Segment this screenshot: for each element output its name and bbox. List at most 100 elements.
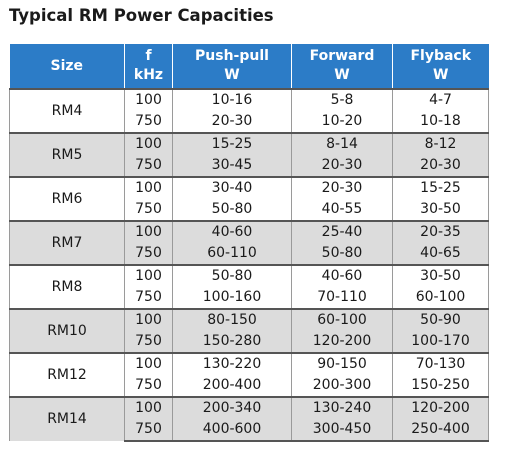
table-row: 750 20-30 10-20 10-18 xyxy=(10,111,489,133)
pushpull-cell: 15-25 xyxy=(172,132,292,155)
header-size: Size xyxy=(9,44,125,89)
frequency-cell: 750 xyxy=(124,287,173,309)
frequency-cell: 750 xyxy=(124,331,173,353)
header-frequency-label: f xyxy=(145,48,152,64)
flyback-cell: 150-250 xyxy=(392,375,489,397)
pushpull-cell: 130-220 xyxy=(172,352,292,375)
header-forward-unit: W xyxy=(334,67,350,83)
header-forward-label: Forward xyxy=(309,48,375,64)
flyback-cell: 250-400 xyxy=(392,419,489,442)
forward-cell: 90-150 xyxy=(291,352,393,375)
flyback-cell: 30-50 xyxy=(392,264,489,287)
pushpull-cell: 30-45 xyxy=(172,155,292,177)
pushpull-cell: 400-600 xyxy=(172,419,292,442)
table-row: 750 50-80 40-55 30-50 xyxy=(10,199,489,221)
table-row: RM4 100 10-16 5-8 4-7 xyxy=(9,88,489,133)
flyback-cell: 4-7 xyxy=(392,88,489,111)
frequency-cell: 100 xyxy=(124,264,173,287)
forward-cell: 120-200 xyxy=(291,331,393,353)
header-flyback-unit: W xyxy=(433,67,449,83)
pushpull-cell: 80-150 xyxy=(172,308,292,331)
flyback-cell: 10-18 xyxy=(392,111,489,133)
table-row: RM10 100 80-150 60-100 50-90 xyxy=(9,308,489,353)
size-cell: RM10 xyxy=(9,308,125,353)
table-row: 750 30-45 20-30 20-30 xyxy=(10,155,489,177)
forward-cell: 20-30 xyxy=(291,155,393,177)
forward-cell: 5-8 xyxy=(291,88,393,111)
pushpull-cell: 20-30 xyxy=(172,111,292,133)
frequency-cell: 750 xyxy=(124,199,173,221)
flyback-cell: 50-90 xyxy=(392,308,489,331)
size-cell: RM12 xyxy=(9,352,125,397)
pushpull-cell: 10-16 xyxy=(172,88,292,111)
forward-cell: 130-240 xyxy=(291,396,393,419)
size-cell: RM14 xyxy=(9,396,125,441)
flyback-cell: 60-100 xyxy=(392,287,489,309)
forward-cell: 300-450 xyxy=(291,419,393,442)
flyback-cell: 100-170 xyxy=(392,331,489,353)
power-capacity-table-container: Size f kHz Push-pull W Forward W Flyback… xyxy=(9,44,489,442)
header-frequency: f kHz xyxy=(124,44,173,89)
header-size-label: Size xyxy=(50,57,84,74)
table-header: Size f kHz Push-pull W Forward W Flyback… xyxy=(9,44,489,89)
header-pushpull: Push-pull W xyxy=(172,44,292,89)
size-cell: RM6 xyxy=(9,176,125,221)
pushpull-cell: 30-40 xyxy=(172,176,292,199)
table-row: 750 60-110 50-80 40-65 xyxy=(10,243,489,265)
pushpull-cell: 200-400 xyxy=(172,375,292,397)
frequency-cell: 100 xyxy=(124,132,173,155)
forward-cell: 40-55 xyxy=(291,199,393,221)
pushpull-cell: 200-340 xyxy=(172,396,292,419)
flyback-cell: 120-200 xyxy=(392,396,489,419)
pushpull-cell: 100-160 xyxy=(172,287,292,309)
size-cell: RM4 xyxy=(9,88,125,133)
table-row: RM7 100 40-60 25-40 20-35 xyxy=(9,220,489,265)
forward-cell: 200-300 xyxy=(291,375,393,397)
frequency-cell: 750 xyxy=(124,155,173,177)
frequency-cell: 100 xyxy=(124,176,173,199)
header-flyback-label: Flyback xyxy=(410,48,472,64)
pushpull-cell: 40-60 xyxy=(172,220,292,243)
frequency-cell: 750 xyxy=(124,375,173,397)
forward-cell: 10-20 xyxy=(291,111,393,133)
power-capacity-table: Size f kHz Push-pull W Forward W Flyback… xyxy=(9,44,489,442)
pushpull-cell: 50-80 xyxy=(172,199,292,221)
forward-cell: 20-30 xyxy=(291,176,393,199)
forward-cell: 60-100 xyxy=(291,308,393,331)
forward-cell: 50-80 xyxy=(291,243,393,265)
table-row: RM12 100 130-220 90-150 70-130 xyxy=(9,352,489,397)
size-cell: RM5 xyxy=(9,132,125,177)
size-cell: RM7 xyxy=(9,220,125,265)
flyback-cell: 15-25 xyxy=(392,176,489,199)
header-row: Size f kHz Push-pull W Forward W Flyback… xyxy=(9,44,489,89)
frequency-cell: 750 xyxy=(124,419,173,442)
flyback-cell: 20-30 xyxy=(392,155,489,177)
table-row: RM8 100 50-80 40-60 30-50 xyxy=(9,264,489,309)
header-pushpull-label: Push-pull xyxy=(195,48,269,64)
frequency-cell: 100 xyxy=(124,88,173,111)
table-body: RM4 100 10-16 5-8 4-7 750 20-30 10-20 10… xyxy=(9,88,489,442)
flyback-cell: 8-12 xyxy=(392,132,489,155)
forward-cell: 8-14 xyxy=(291,132,393,155)
flyback-cell: 30-50 xyxy=(392,199,489,221)
pushpull-cell: 50-80 xyxy=(172,264,292,287)
pushpull-cell: 150-280 xyxy=(172,331,292,353)
table-row: RM14 100 200-340 130-240 120-200 xyxy=(9,396,489,441)
forward-cell: 25-40 xyxy=(291,220,393,243)
page-title: Typical RM Power Capacities xyxy=(9,6,274,25)
frequency-cell: 100 xyxy=(124,352,173,375)
table-row: 750 400-600 300-450 250-400 xyxy=(10,419,489,442)
pushpull-cell: 60-110 xyxy=(172,243,292,265)
forward-cell: 70-110 xyxy=(291,287,393,309)
frequency-cell: 750 xyxy=(124,243,173,265)
flyback-cell: 40-65 xyxy=(392,243,489,265)
header-frequency-unit: kHz xyxy=(133,67,164,83)
table-row: 750 150-280 120-200 100-170 xyxy=(10,331,489,353)
table-row: 750 100-160 70-110 60-100 xyxy=(10,287,489,309)
frequency-cell: 100 xyxy=(124,220,173,243)
header-pushpull-unit: W xyxy=(224,67,240,83)
frequency-cell: 100 xyxy=(124,308,173,331)
forward-cell: 40-60 xyxy=(291,264,393,287)
table-row: 750 200-400 200-300 150-250 xyxy=(10,375,489,397)
flyback-cell: 70-130 xyxy=(392,352,489,375)
